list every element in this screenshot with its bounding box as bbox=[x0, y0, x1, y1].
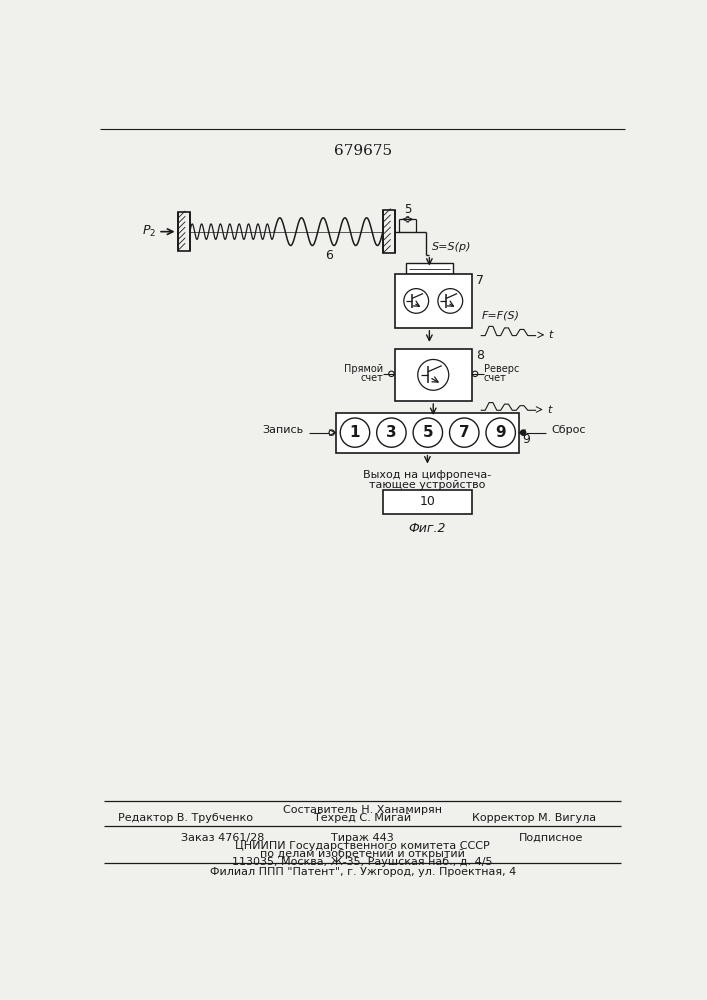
Text: Техред С. Мигай: Техред С. Мигай bbox=[314, 813, 411, 823]
Text: счет: счет bbox=[360, 373, 383, 383]
Text: тающее устройство: тающее устройство bbox=[369, 480, 486, 490]
Bar bbox=[395, 349, 472, 401]
Text: Тираж 443: Тираж 443 bbox=[332, 833, 394, 843]
Text: Сброс: Сброс bbox=[551, 425, 585, 435]
Text: t: t bbox=[547, 405, 551, 415]
Text: 9: 9 bbox=[496, 425, 506, 440]
Bar bbox=[177, 212, 190, 251]
Bar bbox=[395, 274, 472, 328]
Text: счет: счет bbox=[484, 373, 506, 383]
Text: 9: 9 bbox=[522, 433, 530, 446]
Text: $P_2$: $P_2$ bbox=[141, 224, 156, 239]
Text: Заказ 4761/28: Заказ 4761/28 bbox=[182, 833, 264, 843]
Text: Запись: Запись bbox=[263, 425, 304, 435]
Bar bbox=[337, 413, 518, 453]
Text: 679675: 679675 bbox=[334, 144, 392, 158]
Text: Корректор М. Вигула: Корректор М. Вигула bbox=[472, 813, 596, 823]
Text: 1: 1 bbox=[350, 425, 361, 440]
Text: 6: 6 bbox=[325, 249, 332, 262]
Text: 113035, Москва, Ж-35, Раушская наб., д. 4/5: 113035, Москва, Ж-35, Раушская наб., д. … bbox=[233, 857, 493, 867]
Text: 7: 7 bbox=[459, 425, 469, 440]
Text: t: t bbox=[549, 330, 553, 340]
Text: 5: 5 bbox=[404, 203, 411, 216]
Text: по делам изобретений и открытий: по делам изобретений и открытий bbox=[260, 849, 465, 859]
Text: Составитель Н. Ханамирян: Составитель Н. Ханамирян bbox=[284, 805, 442, 815]
Text: S=S(p): S=S(p) bbox=[432, 242, 471, 252]
Text: 3: 3 bbox=[386, 425, 397, 440]
Bar bbox=[383, 490, 472, 514]
Bar bbox=[383, 210, 395, 253]
Text: Фиг.2: Фиг.2 bbox=[409, 522, 446, 535]
Bar bbox=[406, 263, 452, 274]
Text: 7: 7 bbox=[476, 274, 484, 287]
Text: ЦНИИПИ Государственного комитета СССР: ЦНИИПИ Государственного комитета СССР bbox=[235, 841, 490, 851]
Text: Прямой: Прямой bbox=[344, 364, 383, 374]
Text: Редактор В. Трубченко: Редактор В. Трубченко bbox=[118, 813, 252, 823]
Text: Подписное: Подписное bbox=[518, 833, 583, 843]
Text: 5: 5 bbox=[423, 425, 433, 440]
Text: Выход на цифропеча-: Выход на цифропеча- bbox=[363, 470, 491, 480]
Text: 10: 10 bbox=[419, 495, 436, 508]
Text: F=F(S): F=F(S) bbox=[481, 310, 520, 320]
Circle shape bbox=[520, 430, 526, 435]
Text: 8: 8 bbox=[476, 349, 484, 362]
Text: Филиал ППП "Патент", г. Ужгород, ул. Проектная, 4: Филиал ППП "Патент", г. Ужгород, ул. Про… bbox=[209, 867, 516, 877]
Text: Реверс: Реверс bbox=[484, 364, 519, 374]
